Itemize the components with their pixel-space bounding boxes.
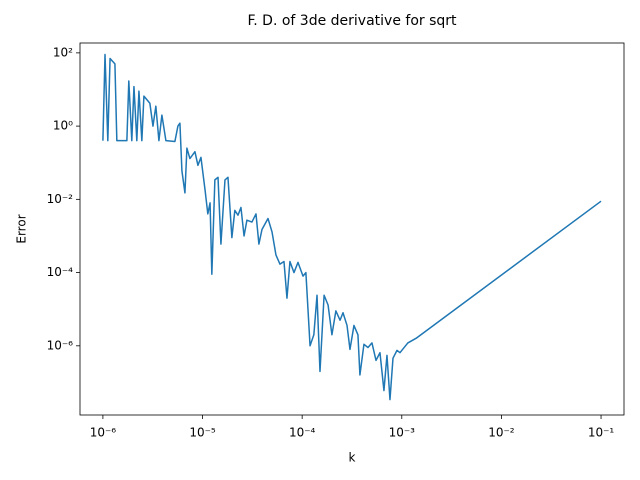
x-tick-label: 10⁻¹	[588, 426, 615, 440]
plot-frame	[79, 42, 625, 416]
y-tick-label: 10⁻²	[47, 192, 74, 206]
line-series	[102, 53, 602, 401]
chart-title: F. D. of 3de derivative for sqrt	[247, 13, 457, 29]
x-tick-label: 10⁻⁵	[189, 426, 216, 440]
y-tick-label: 10⁰	[53, 119, 73, 133]
y-tick-label: 10⁻⁴	[47, 265, 74, 279]
y-tick-label: 10²	[53, 45, 73, 59]
x-tick-label: 10⁻⁶	[90, 426, 117, 440]
x-axis-label: k	[349, 451, 356, 465]
y-tick-label: 10⁻⁶	[47, 338, 74, 352]
x-tick-label: 10⁻³	[389, 426, 416, 440]
x-tick-label: 10⁻⁴	[289, 426, 316, 440]
y-axis-label: Error	[15, 214, 29, 243]
x-tick-label: 10⁻²	[488, 426, 515, 440]
